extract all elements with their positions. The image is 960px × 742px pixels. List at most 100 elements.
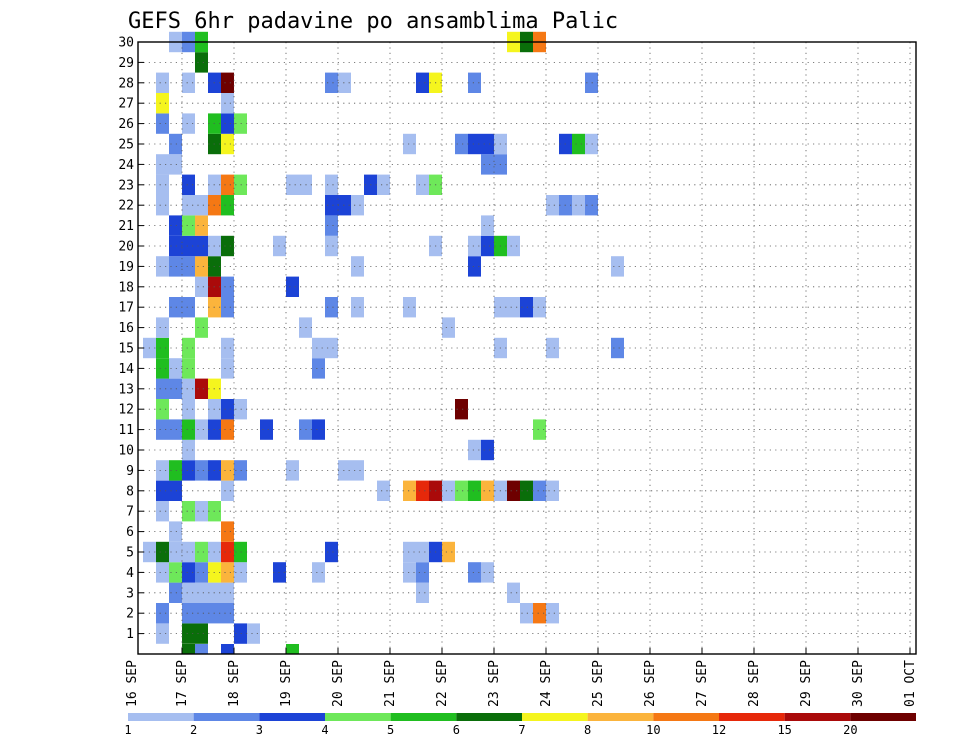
data-cell bbox=[182, 603, 195, 624]
legend-label: 1 bbox=[124, 723, 131, 737]
data-cell bbox=[572, 195, 585, 216]
legend-label: 7 bbox=[518, 723, 525, 737]
data-cell bbox=[169, 582, 182, 603]
data-cell bbox=[403, 480, 416, 501]
data-cell bbox=[234, 562, 247, 583]
x-tick-label: 19 SEP bbox=[279, 660, 294, 707]
data-cell bbox=[221, 174, 234, 195]
data-cell bbox=[507, 480, 520, 501]
data-cell bbox=[325, 297, 338, 318]
data-cell bbox=[169, 358, 182, 379]
data-cell bbox=[195, 52, 208, 73]
data-cell bbox=[312, 562, 325, 583]
y-tick-label: 30 bbox=[118, 36, 134, 51]
data-cell bbox=[156, 337, 169, 359]
y-axis: 1234567891011121314151617181920212223242… bbox=[118, 36, 144, 642]
data-cell bbox=[221, 297, 234, 318]
data-cell bbox=[182, 235, 195, 257]
legend-label: 3 bbox=[256, 723, 263, 737]
data-cell bbox=[234, 623, 247, 644]
data-cell bbox=[234, 460, 247, 481]
y-tick-label: 4 bbox=[126, 566, 134, 581]
legend-swatch bbox=[850, 713, 916, 721]
data-cell bbox=[221, 541, 234, 563]
y-tick-label: 13 bbox=[118, 382, 134, 397]
data-cell bbox=[195, 256, 208, 277]
y-tick-label: 24 bbox=[118, 158, 134, 173]
x-tick-label: 29 SEP bbox=[799, 660, 814, 707]
data-cell bbox=[533, 480, 546, 501]
legend-swatch bbox=[456, 713, 522, 721]
data-cell bbox=[195, 378, 208, 399]
x-tick-label: 23 SEP bbox=[487, 660, 502, 707]
data-cell bbox=[338, 72, 351, 93]
data-cell bbox=[442, 317, 455, 338]
legend-label: 20 bbox=[843, 723, 857, 737]
legend-swatch bbox=[128, 713, 194, 721]
x-tick-label: 22 SEP bbox=[435, 660, 450, 707]
data-cell bbox=[507, 235, 520, 257]
data-cell bbox=[520, 603, 533, 624]
data-cell bbox=[260, 419, 273, 440]
data-cell bbox=[221, 133, 234, 155]
y-tick-label: 16 bbox=[118, 321, 134, 336]
data-cell bbox=[351, 195, 364, 216]
data-cell bbox=[351, 297, 364, 318]
data-cell bbox=[169, 521, 182, 542]
data-cell bbox=[338, 460, 351, 481]
data-cell bbox=[312, 337, 325, 359]
data-cell bbox=[221, 235, 234, 257]
data-cell bbox=[234, 399, 247, 420]
data-cell bbox=[182, 215, 195, 236]
data-cell bbox=[156, 317, 169, 338]
legend-label: 8 bbox=[584, 723, 591, 737]
data-cell bbox=[234, 113, 247, 134]
data-cell bbox=[221, 644, 234, 654]
data-cell bbox=[195, 562, 208, 583]
color-legend: 1 2 3 4 5 6 7 8 10 12 15 20 bbox=[124, 713, 916, 737]
data-cell bbox=[611, 256, 624, 277]
data-cell bbox=[455, 480, 468, 501]
data-cell bbox=[533, 603, 546, 624]
data-cell bbox=[156, 256, 169, 277]
y-tick-label: 19 bbox=[118, 260, 134, 275]
data-cell bbox=[481, 154, 494, 175]
data-cell bbox=[221, 195, 234, 216]
y-tick-label: 27 bbox=[118, 97, 134, 112]
x-tick-label: 16 SEP bbox=[125, 660, 140, 707]
x-tick-label: 21 SEP bbox=[383, 660, 398, 707]
data-cell bbox=[169, 419, 182, 440]
data-cell bbox=[182, 460, 195, 481]
data-cell bbox=[312, 419, 325, 440]
data-cell bbox=[156, 399, 169, 420]
data-cell bbox=[195, 317, 208, 338]
data-cell bbox=[416, 174, 429, 195]
data-cell bbox=[325, 195, 338, 216]
data-cell bbox=[403, 541, 416, 563]
data-cell bbox=[156, 623, 169, 644]
data-cell bbox=[195, 215, 208, 236]
x-tick-label: 24 SEP bbox=[539, 660, 554, 707]
y-tick-label: 9 bbox=[126, 464, 134, 479]
data-cell bbox=[156, 541, 169, 563]
data-cell bbox=[585, 133, 598, 155]
data-cell bbox=[325, 174, 338, 195]
data-cell bbox=[156, 358, 169, 379]
data-cell bbox=[182, 644, 195, 654]
data-cell bbox=[195, 582, 208, 603]
data-cell bbox=[169, 215, 182, 236]
data-cell bbox=[221, 93, 234, 114]
data-cell bbox=[182, 113, 195, 134]
data-cell bbox=[221, 113, 234, 134]
data-cell bbox=[221, 521, 234, 542]
data-cell bbox=[169, 297, 182, 318]
data-cell bbox=[377, 480, 390, 501]
data-cell bbox=[195, 235, 208, 257]
data-cell bbox=[338, 195, 351, 216]
data-cell bbox=[182, 174, 195, 195]
y-tick-label: 22 bbox=[118, 199, 134, 214]
data-cell bbox=[442, 480, 455, 501]
data-cell bbox=[169, 378, 182, 399]
data-cell bbox=[156, 113, 169, 134]
x-tick-label: 20 SEP bbox=[331, 660, 346, 707]
